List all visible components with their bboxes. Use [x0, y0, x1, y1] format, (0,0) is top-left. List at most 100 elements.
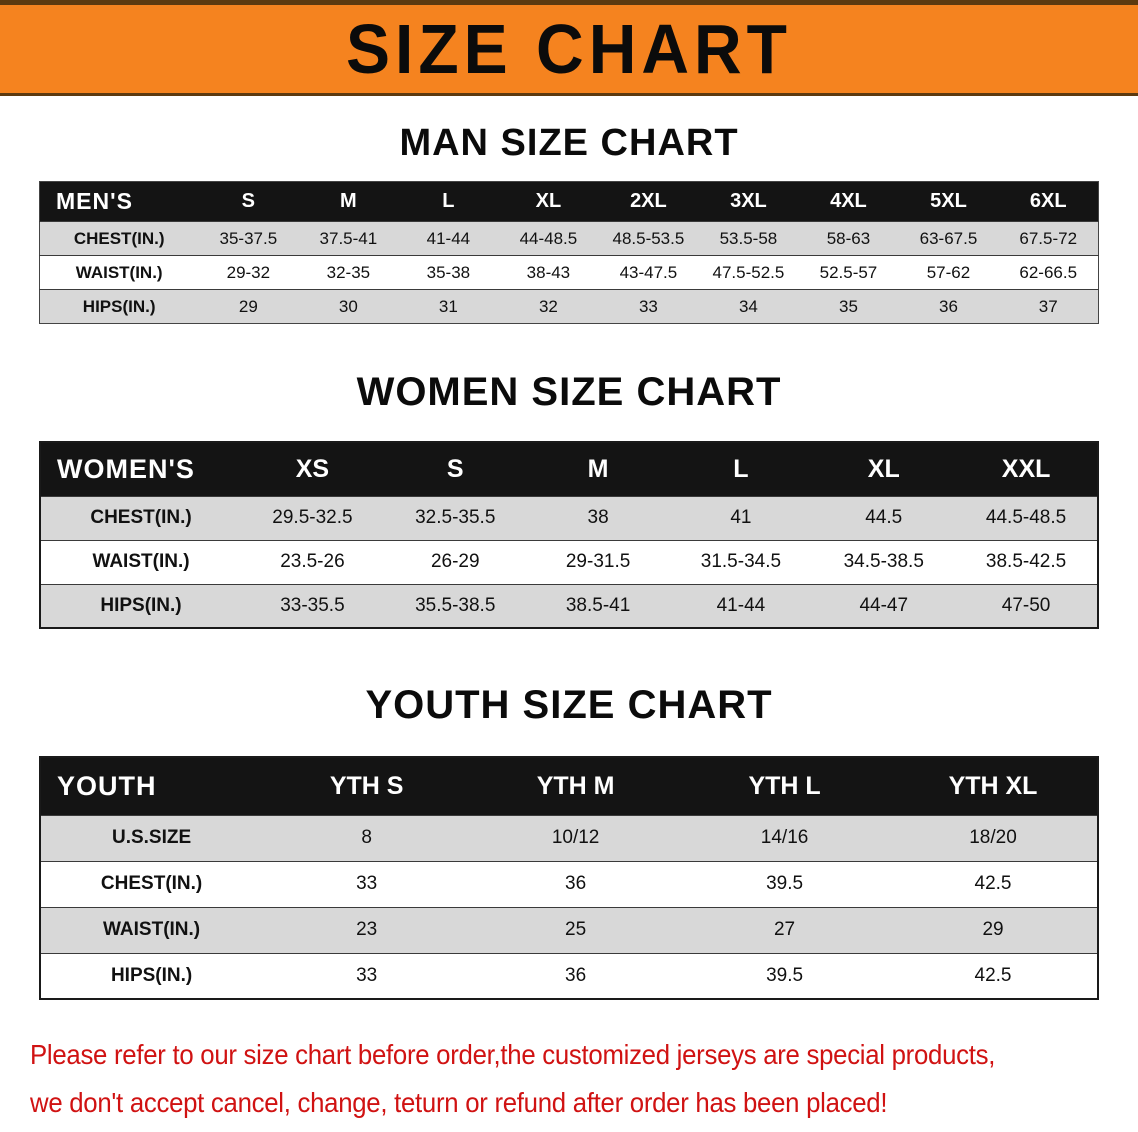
size-value-cell: 32-35: [298, 255, 399, 290]
size-column-header: M: [526, 442, 670, 496]
measurement-row: HIPS(IN.) 29 30 31 32 33 34 35 36 37: [39, 289, 1099, 324]
measurement-row: HIPS(IN.) 33-35.5 35.5-38.5 38.5-41 41-44 44-…: [40, 583, 1098, 628]
measurement-row: CHEST(IN.) 35-37.5 37.5-41 41-44 44-48.5 48.5…: [39, 221, 1099, 256]
size-column-header: 3XL: [698, 181, 799, 222]
size-value-cell: 30: [298, 289, 399, 324]
women-table-header-label: WOMEN'S: [40, 442, 242, 496]
size-value-cell: 38.5-42.5: [955, 539, 1098, 584]
size-value-cell: 25: [471, 906, 681, 953]
measurement-row-label: U.S.SIZE: [40, 814, 263, 861]
order-note: Please refer to our size chart before or…: [30, 1034, 1130, 1124]
measurement-row-label: HIPS(IN.): [40, 583, 242, 628]
size-column-header: L: [398, 181, 499, 222]
size-value-cell: 35.5-38.5: [383, 583, 527, 628]
size-value-cell: 47-50: [955, 583, 1098, 628]
size-value-cell: 41-44: [669, 583, 813, 628]
size-value-cell: 44.5-48.5: [955, 495, 1098, 540]
size-value-cell: 29.5-32.5: [241, 495, 384, 540]
size-column-header: M: [298, 181, 399, 222]
women-section: WOMEN SIZE CHART WOMEN'S XS S M L XL XXL CHEST(…: [0, 370, 1138, 629]
size-value-cell: 10/12: [471, 814, 681, 861]
size-value-cell: 23.5-26: [241, 539, 384, 584]
measurement-row-label: WAIST(IN.): [40, 539, 242, 584]
size-column-header: L: [669, 442, 813, 496]
size-value-cell: 33: [262, 952, 472, 999]
size-column-header: YTH M: [471, 757, 681, 815]
size-value-cell: 58-63: [798, 221, 899, 256]
size-column-header: YTH S: [262, 757, 472, 815]
size-value-cell: 36: [898, 289, 999, 324]
measurement-row-label: CHEST(IN.): [39, 221, 199, 256]
size-value-cell: 41: [669, 495, 813, 540]
size-column-header: 6XL: [998, 181, 1099, 222]
size-value-cell: 67.5-72: [998, 221, 1099, 256]
size-value-cell: 57-62: [898, 255, 999, 290]
size-value-cell: 31: [398, 289, 499, 324]
size-value-cell: 32: [498, 289, 599, 324]
table-header-row: MEN'S S M L XL 2XL 3XL 4XL 5XL 6XL: [39, 181, 1099, 222]
size-value-cell: 44-48.5: [498, 221, 599, 256]
size-value-cell: 29: [198, 289, 299, 324]
size-value-cell: 62-66.5: [998, 255, 1099, 290]
note-line-2: we don't accept cancel, change, teturn o…: [30, 1087, 888, 1118]
size-value-cell: 38: [526, 495, 670, 540]
size-value-cell: 34: [698, 289, 799, 324]
size-column-header: XXL: [955, 442, 1098, 496]
measurement-row-label: HIPS(IN.): [40, 952, 263, 999]
size-value-cell: 29-32: [198, 255, 299, 290]
size-value-cell: 36: [471, 952, 681, 999]
size-value-cell: 44-47: [812, 583, 956, 628]
size-value-cell: 31.5-34.5: [669, 539, 813, 584]
size-value-cell: 35: [798, 289, 899, 324]
size-column-header: YTH L: [680, 757, 890, 815]
youth-section: YOUTH SIZE CHART YOUTH YTH S YTH M YTH L YTH…: [0, 683, 1138, 1000]
size-value-cell: 29-31.5: [526, 539, 670, 584]
measurement-row: CHEST(IN.) 29.5-32.5 32.5-35.5 38 41 44.5 44.5…: [40, 495, 1098, 540]
size-column-header: XS: [241, 442, 384, 496]
youth-size-table-container: YOUTH YTH S YTH M YTH L YTH XL U.S.SIZE 8 10/12…: [39, 756, 1099, 1000]
banner: SIZE CHART: [0, 0, 1138, 96]
men-section: MAN SIZE CHART MEN'S S M L XL 2XL 3XL 4XL 5XL 6XL…: [0, 122, 1138, 324]
measurement-row-label: WAIST(IN.): [39, 255, 199, 290]
size-value-cell: 26-29: [383, 539, 527, 584]
size-column-header: S: [383, 442, 527, 496]
size-value-cell: 33-35.5: [241, 583, 384, 628]
size-value-cell: 38-43: [498, 255, 599, 290]
note-line-1: Please refer to our size chart before or…: [30, 1039, 996, 1070]
size-value-cell: 37: [998, 289, 1099, 324]
size-value-cell: 52.5-57: [798, 255, 899, 290]
size-column-header: 5XL: [898, 181, 999, 222]
table-header-row: YOUTH YTH S YTH M YTH L YTH XL: [40, 757, 1098, 815]
size-value-cell: 36: [471, 860, 681, 907]
size-value-cell: 53.5-58: [698, 221, 799, 256]
size-column-header: XL: [812, 442, 956, 496]
measurement-row: WAIST(IN.) 29-32 32-35 35-38 38-43 43-47.5 47.…: [39, 255, 1099, 290]
size-column-header: 4XL: [798, 181, 899, 222]
size-value-cell: 48.5-53.5: [598, 221, 699, 256]
size-value-cell: 29: [889, 906, 1098, 953]
youth-section-heading: YOUTH SIZE CHART: [365, 683, 773, 727]
women-section-heading: WOMEN SIZE CHART: [356, 370, 782, 414]
women-size-table-container: WOMEN'S XS S M L XL XXL CHEST(IN.) 29.5-32.5 32.5…: [39, 441, 1099, 629]
size-value-cell: 47.5-52.5: [698, 255, 799, 290]
size-column-header: S: [198, 181, 299, 222]
measurement-row: HIPS(IN.) 33 36 39.5 42.5: [40, 952, 1098, 999]
size-value-cell: 8: [262, 814, 472, 861]
size-value-cell: 35-37.5: [198, 221, 299, 256]
men-section-heading: MAN SIZE CHART: [399, 122, 739, 164]
size-value-cell: 43-47.5: [598, 255, 699, 290]
size-value-cell: 39.5: [680, 952, 890, 999]
size-value-cell: 27: [680, 906, 890, 953]
size-value-cell: 42.5: [889, 860, 1098, 907]
size-value-cell: 14/16: [680, 814, 890, 861]
size-value-cell: 34.5-38.5: [812, 539, 956, 584]
size-column-header: 2XL: [598, 181, 699, 222]
size-column-header: YTH XL: [889, 757, 1098, 815]
size-column-header: XL: [498, 181, 599, 222]
size-value-cell: 41-44: [398, 221, 499, 256]
men-table-header-label: MEN'S: [39, 181, 199, 222]
size-value-cell: 42.5: [889, 952, 1098, 999]
men-size-table-container: MEN'S S M L XL 2XL 3XL 4XL 5XL 6XL CHEST(IN.) 35-37…: [39, 181, 1099, 324]
size-value-cell: 23: [262, 906, 472, 953]
